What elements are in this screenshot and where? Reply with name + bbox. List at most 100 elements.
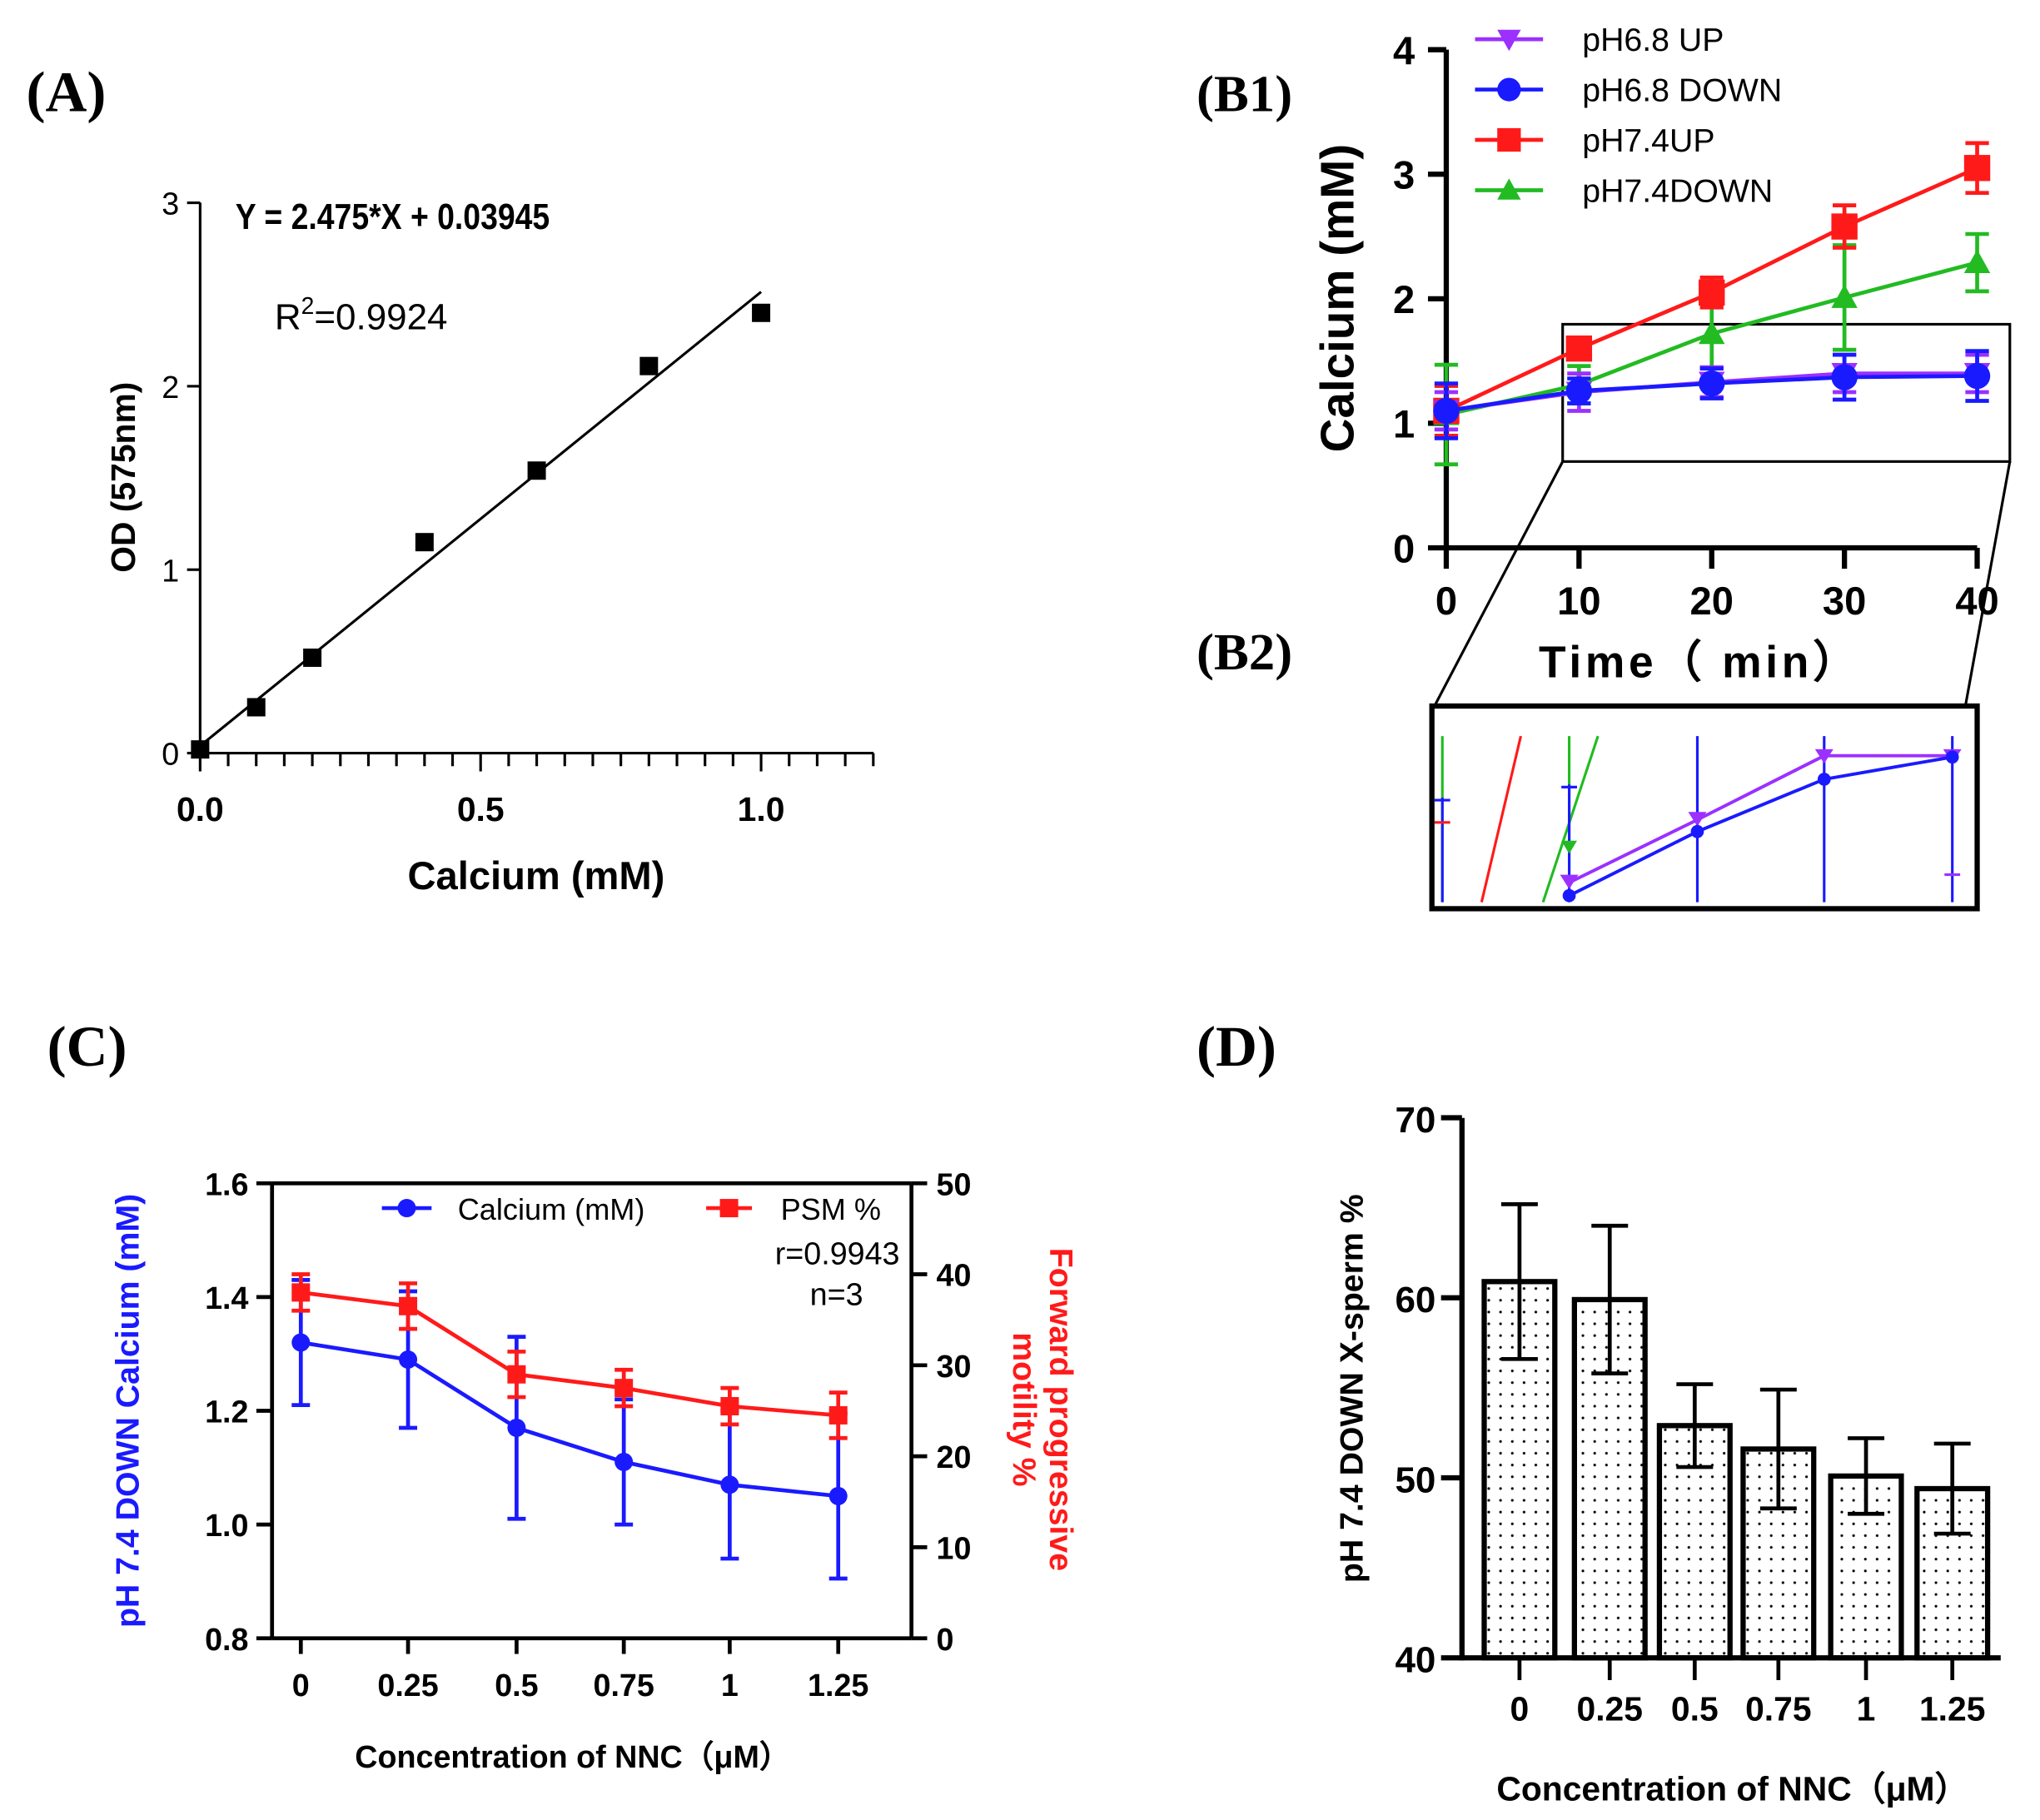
x-tick-label: 0.25 [1577, 1690, 1643, 1728]
x-tick-label: 0.75 [594, 1668, 654, 1703]
y-tick-label: 0.8 [205, 1622, 248, 1657]
y-tick-label-right: 20 [936, 1440, 971, 1474]
x-tick-label: 1.25 [1919, 1690, 1985, 1728]
data-point [752, 303, 771, 322]
y-tick-label: 1.2 [205, 1395, 248, 1430]
x-tick-label: 20 [1690, 579, 1734, 623]
data-point [415, 533, 434, 552]
panel-d-chart: pH 7.4 DOWN X-sperm % Concentration of N… [1333, 1100, 2001, 1808]
panel-label-c: (C) [47, 1014, 127, 1078]
y-tick-label: 1.0 [205, 1508, 248, 1543]
y-axis-label-left: pH 7.4 DOWN Calcium (mM) [110, 1194, 147, 1628]
y-tick-label-right: 30 [936, 1349, 971, 1384]
data-point [246, 698, 266, 717]
x-tick-label: 0.25 [377, 1668, 438, 1703]
data-point [1963, 362, 1991, 390]
zoom-connector [1963, 461, 2012, 707]
panel-label-b2: (B2) [1197, 623, 1292, 681]
x-tick-label: 0 [292, 1668, 310, 1703]
fit-equation: Y = 2.475*X + 0.03945 [236, 196, 550, 237]
data-point [291, 1333, 311, 1352]
data-point [639, 356, 659, 375]
series-line [300, 1340, 838, 1499]
n-annotation: n=3 [810, 1276, 863, 1311]
x-axis-label: Concentration of NNC（μM） [1496, 1769, 1968, 1808]
data-point [507, 1418, 526, 1437]
panel-b2-inset [1429, 703, 1980, 912]
x-tick-label: 30 [1823, 579, 1866, 623]
x-tick-label: 0.75 [1745, 1690, 1811, 1728]
legend-label: pH6.8 DOWN [1582, 72, 1782, 109]
y-tick-label: 1 [1393, 402, 1415, 446]
data-point [719, 1199, 739, 1218]
legend-label: Calcium (mM) [458, 1192, 645, 1226]
data-point [399, 1296, 418, 1315]
y-tick-label: 0 [162, 737, 179, 772]
data-point [1433, 397, 1460, 425]
data-point [399, 1350, 418, 1369]
y-tick-label: 3 [1393, 153, 1415, 197]
y-axis-label: pH 7.4 DOWN X-sperm % [1333, 1194, 1370, 1583]
legend-label: pH6.8 UP [1582, 22, 1724, 58]
data-point [1831, 284, 1858, 308]
y-tick-label: 50 [1395, 1459, 1435, 1500]
data-point [303, 648, 322, 667]
series-line [300, 1290, 838, 1418]
panel-label-d: (D) [1197, 1014, 1276, 1078]
x-axis-label: Calcium (mM) [408, 853, 665, 898]
data-point [828, 1486, 848, 1505]
data-point [527, 461, 546, 480]
x-tick-label: 1 [721, 1668, 739, 1703]
legend-label: pH7.4UP [1582, 122, 1714, 159]
y-tick-label: 0 [1393, 526, 1415, 570]
x-tick-label: 10 [1557, 579, 1600, 623]
legend-label: pH7.4DOWN [1582, 173, 1773, 210]
x-axis-label: Time（ min） [1539, 637, 1861, 687]
data-point [1699, 321, 1725, 345]
data-point [1497, 178, 1521, 200]
x-tick-label: 0.5 [457, 790, 505, 828]
x-axis-label: Concentration of NNC（μM） [355, 1739, 790, 1774]
correlation-annotation: r=0.9943 [775, 1236, 900, 1271]
x-tick-label: 0.5 [495, 1668, 538, 1703]
panel-b1-chart: Calcium (mM) Time（ min） 0 10 20 30 40 0 1 2 3 4 pH… [1311, 22, 2012, 707]
y-tick-label: 2 [162, 370, 179, 405]
y-tick-label-right: 40 [936, 1258, 971, 1293]
panel-label-a: (A) [26, 59, 106, 123]
y-tick-label: 3 [162, 186, 179, 221]
data-point [1565, 377, 1593, 405]
panel-c-chart: pH 7.4 DOWN Calcium (mM) Forward progres… [110, 1166, 1080, 1774]
y-tick-label: 1.6 [205, 1166, 248, 1201]
data-point [720, 1397, 739, 1415]
data-point [1565, 335, 1593, 362]
y-tick-label-right: 50 [936, 1166, 971, 1201]
r-squared: R2=0.9924 [275, 292, 448, 338]
x-tick-label: 1.25 [808, 1668, 868, 1703]
data-point [1699, 279, 1725, 306]
data-point [1497, 77, 1521, 102]
data-point [507, 1365, 526, 1384]
data-point [1963, 249, 1991, 274]
data-point [614, 1452, 634, 1471]
legend-label: PSM % [781, 1192, 881, 1226]
data-point [720, 1475, 739, 1494]
x-tick-label: 0 [1435, 579, 1457, 623]
data-point [1497, 127, 1521, 152]
y-axis-label-right-line2: motility % [1006, 1332, 1042, 1486]
x-tick-label: 40 [1955, 579, 1998, 623]
zoom-connector [1433, 460, 1565, 707]
data-point [614, 1379, 634, 1398]
x-tick-label: 0.5 [1671, 1690, 1719, 1728]
data-point [1699, 370, 1725, 397]
fit-line [199, 291, 763, 748]
y-tick-label-right: 0 [936, 1622, 953, 1657]
y-tick-label: 40 [1395, 1640, 1435, 1681]
x-tick-label: 1 [1857, 1690, 1876, 1728]
y-axis-label: Calcium (mM) [1311, 144, 1363, 453]
panel-a-chart: Y = 2.475*X + 0.03945 R2=0.9924 OD (575n… [104, 186, 875, 898]
data-point [1963, 155, 1991, 182]
data-point [397, 1199, 416, 1218]
y-axis-label-right-line1: Forward progressive [1042, 1248, 1079, 1571]
y-tick-label: 70 [1395, 1100, 1435, 1141]
